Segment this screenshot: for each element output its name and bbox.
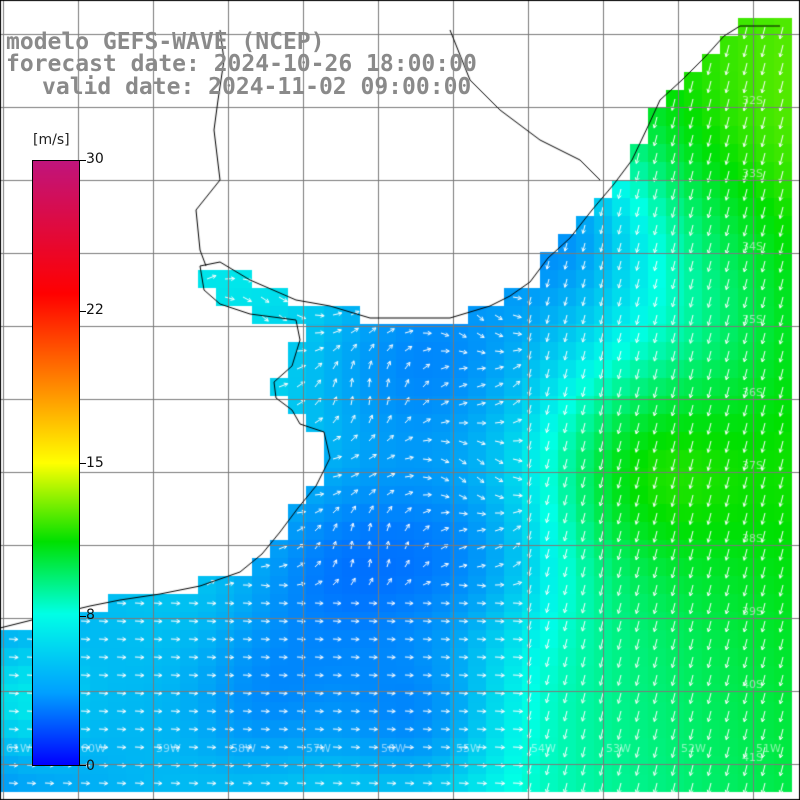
colorbar-tick bbox=[80, 765, 86, 766]
colorbar-tick bbox=[80, 616, 86, 617]
forecast-date: forecast date: 2024-10-26 18:00:00 bbox=[6, 51, 477, 77]
colorbar-unit: [m/s] bbox=[33, 132, 70, 148]
colorbar-tick bbox=[80, 463, 86, 464]
colorbar-tick bbox=[80, 311, 86, 312]
model-title: modelo GEFS-WAVE (NCEP) bbox=[6, 29, 325, 55]
colorbar-label-8: 8 bbox=[86, 607, 95, 623]
colorbar-label-15: 15 bbox=[86, 455, 104, 471]
colorbar-tick bbox=[80, 160, 86, 161]
colorbar-label-30: 30 bbox=[86, 151, 104, 167]
valid-date: valid date: 2024-11-02 09:00:00 bbox=[42, 74, 472, 100]
colorbar bbox=[32, 160, 80, 766]
colorbar-label-22: 22 bbox=[86, 302, 104, 318]
colorbar-label-0: 0 bbox=[86, 758, 95, 774]
